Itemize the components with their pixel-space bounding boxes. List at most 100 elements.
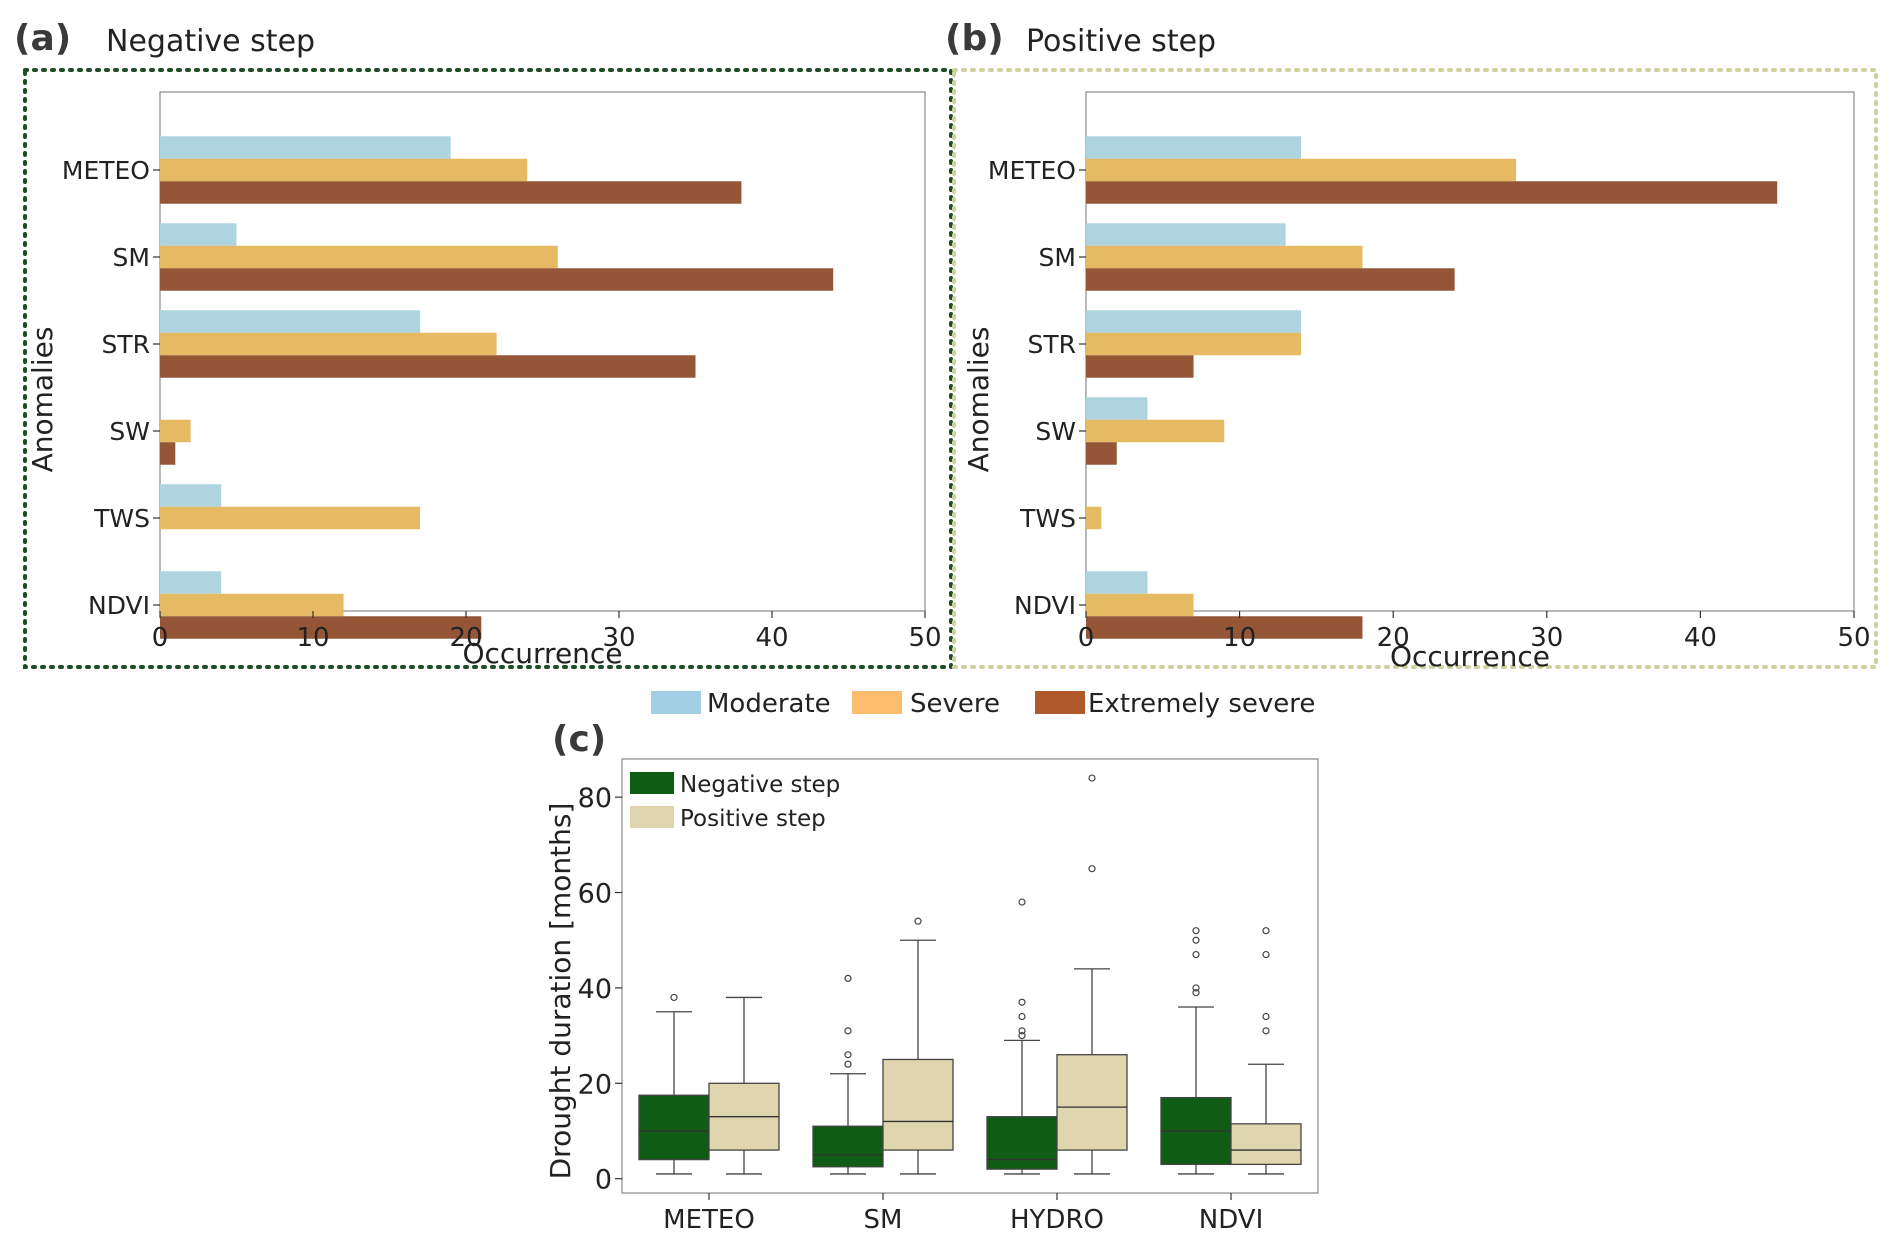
- x-tick-label-meteo: METEO: [663, 1205, 755, 1235]
- x-tick-label-sm: SM: [864, 1205, 903, 1235]
- bar-meteo-severe: [160, 158, 528, 182]
- x-axis-label: Occurrence: [1390, 640, 1550, 673]
- bar-meteo-extremely-severe: [160, 181, 742, 204]
- bar-tws-severe: [160, 506, 421, 530]
- bar-sm-extremely-severe: [1086, 268, 1455, 291]
- bar-sm-extremely-severe: [160, 268, 834, 291]
- y-tick-label: 20: [578, 1069, 612, 1100]
- bar-sw-severe: [160, 419, 191, 443]
- panel-a-letter: (a): [14, 18, 71, 59]
- legend-severe-label: Severe: [910, 689, 1000, 719]
- y-tick-label-tws: TWS: [1019, 504, 1076, 533]
- outlier-hydro-negative-step: [1018, 1012, 1026, 1021]
- x-tick-label: 10: [1223, 623, 1256, 653]
- bar-tws-severe: [1086, 506, 1102, 530]
- panel-c-letter: (c): [552, 719, 606, 760]
- y-tick-label-meteo: METEO: [988, 156, 1076, 185]
- y-axis-label: Anomalies: [962, 327, 995, 473]
- x-tick-label: 30: [1530, 623, 1563, 653]
- bar-sw-moderate: [1086, 397, 1148, 420]
- outlier-meteo-negative-step: [670, 993, 678, 1002]
- y-tick-label-str: STR: [1027, 330, 1076, 359]
- bar-meteo-severe: [1086, 158, 1517, 182]
- y-tick-label-str: STR: [101, 330, 150, 359]
- y-tick-label: 0: [595, 1165, 612, 1196]
- bar-sm-severe: [1086, 245, 1363, 269]
- bar-meteo-moderate: [160, 136, 451, 159]
- y-axis-label: Drought duration [months]: [544, 803, 577, 1180]
- panel-b-letter: (b): [945, 18, 1004, 59]
- bar-sw-severe: [1086, 419, 1225, 443]
- outlier-ndvi-negative-step: [1192, 989, 1200, 997]
- bar-sm-moderate: [1086, 223, 1286, 246]
- panel-a-border: [23, 68, 953, 669]
- y-tick-label-sm: SM: [1039, 243, 1076, 272]
- x-tick-label-hydro: HYDRO: [1010, 1205, 1104, 1235]
- bar-tws-moderate: [160, 484, 222, 507]
- y-tick-label-tws: TWS: [93, 504, 150, 533]
- y-tick-label: 80: [578, 783, 612, 814]
- bar-sw-extremely-severe: [160, 442, 176, 465]
- bar-ndvi-moderate: [160, 571, 222, 594]
- bar-ndvi-moderate: [1086, 571, 1148, 594]
- outlier-ndvi-negative-step: [1192, 936, 1200, 944]
- legend-moderate-label: Moderate: [707, 689, 831, 719]
- legend-swatch-positive-step: [630, 806, 674, 828]
- x-tick-label: 40: [1684, 623, 1717, 653]
- bar-meteo-moderate: [1086, 136, 1302, 159]
- bar-str-extremely-severe: [160, 355, 696, 378]
- box-sm-positive-step: [882, 1058, 954, 1151]
- y-tick-label-ndvi: NDVI: [88, 591, 150, 620]
- box-meteo-negative-step: [638, 1094, 710, 1161]
- outlier-hydro-positive-step: [1088, 865, 1096, 873]
- legend-label-negative-step: Negative step: [680, 772, 840, 798]
- y-tick-label-ndvi: NDVI: [1014, 591, 1076, 620]
- y-tick-label: 60: [578, 879, 612, 910]
- y-axis-label: Anomalies: [26, 327, 59, 473]
- bar-str-severe: [1086, 332, 1302, 356]
- outlier-ndvi-positive-step: [1262, 1027, 1270, 1035]
- legend-severe-swatch: [852, 691, 902, 714]
- x-tick-label: 50: [1837, 623, 1870, 653]
- bar-meteo-extremely-severe: [1086, 181, 1778, 204]
- y-tick-label: 40: [578, 974, 612, 1005]
- bar-str-extremely-severe: [1086, 355, 1194, 378]
- outlier-ndvi-positive-step: [1262, 1012, 1270, 1021]
- legend-moderate-swatch: [651, 691, 701, 714]
- bar-str-moderate: [1086, 310, 1302, 333]
- outlier-ndvi-negative-step: [1192, 927, 1200, 935]
- box-hydro-positive-step: [1056, 1054, 1128, 1151]
- severity-legend: Moderate Severe Extremely severe: [651, 689, 1315, 719]
- x-tick-label: 20: [449, 623, 482, 653]
- legend-swatch-negative-step: [630, 772, 674, 794]
- outlier-ndvi-negative-step: [1192, 950, 1200, 959]
- outlier-hydro-negative-step: [1018, 998, 1026, 1006]
- outlier-sm-negative-step: [844, 1060, 852, 1068]
- outlier-hydro-negative-step: [1018, 898, 1026, 906]
- x-axis-label: Occurrence: [462, 637, 622, 670]
- legend-label-positive-step: Positive step: [680, 806, 826, 832]
- outlier-sm-negative-step: [844, 974, 852, 982]
- bar-ndvi-severe: [1086, 593, 1194, 617]
- x-tick-label: 0: [152, 623, 169, 653]
- chart-c: 0 20 40 60 80 METEO SM HYDRO NDVI Negative step Po…: [544, 758, 1319, 1235]
- box-ndvi-positive-step: [1230, 1123, 1302, 1166]
- y-tick-label-sw: SW: [1035, 417, 1076, 446]
- box-hydro-negative-step: [986, 1116, 1058, 1170]
- y-tick-label-sw: SW: [109, 417, 150, 446]
- outlier-sm-negative-step: [844, 1051, 852, 1059]
- bar-sw-extremely-severe: [1086, 442, 1117, 465]
- x-tick-label-ndvi: NDVI: [1199, 1205, 1263, 1235]
- x-tick-label: 40: [755, 623, 788, 653]
- x-tick-label: 10: [296, 623, 329, 653]
- panel-b-border: [952, 68, 1878, 669]
- legend-extreme-swatch: [1035, 691, 1085, 714]
- x-tick-label: 0: [1078, 623, 1095, 653]
- bar-ndvi-severe: [160, 593, 344, 617]
- bar-ndvi-extremely-severe: [1086, 616, 1363, 639]
- bar-str-severe: [160, 332, 497, 356]
- legend-extreme-label: Extremely severe: [1088, 689, 1315, 719]
- outlier-sm-negative-step: [844, 1027, 852, 1035]
